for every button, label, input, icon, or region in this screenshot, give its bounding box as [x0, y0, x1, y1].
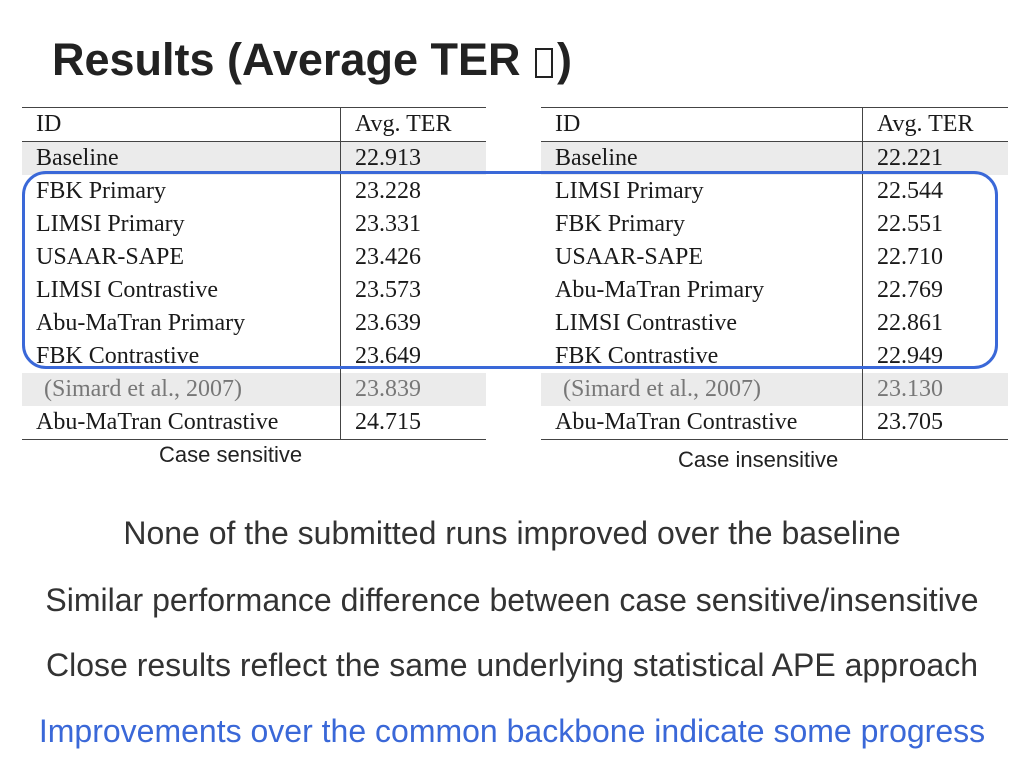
row-id: Baseline — [541, 141, 863, 175]
highlight-box — [22, 171, 998, 369]
case-sensitive-table: ID Avg. TER Baseline 22.913 FBK Primary … — [22, 107, 486, 440]
row-id: FBK Primary — [22, 175, 341, 208]
row-id: FBK Primary — [541, 208, 863, 241]
slide-title-close: ) — [556, 34, 572, 85]
row-id: Abu-MaTran Primary — [22, 307, 341, 340]
table-row: USAAR-SAPE 22.710 — [541, 241, 1008, 274]
row-id: Abu-MaTran Contrastive — [22, 406, 341, 440]
caption-case-sensitive: Case sensitive — [159, 442, 303, 467]
row-value: 22.710 — [877, 244, 943, 270]
table-row-reference: (Simard et al., 2007) 23.130 — [541, 373, 1008, 406]
slide-title-text: Results (Average TER — [52, 34, 533, 85]
table-row-baseline: Baseline 22.221 — [541, 141, 1008, 175]
row-value: 23.573 — [355, 277, 421, 303]
table-row: USAAR-SAPE 23.426 — [22, 241, 486, 274]
row-value: 22.769 — [877, 277, 943, 303]
table-row-baseline: Baseline 22.913 — [22, 141, 486, 175]
bullet-line-highlight: Improvements over the common backbone in… — [38, 713, 986, 749]
row-value: 22.913 — [340, 141, 486, 175]
table-row: LIMSI Primary 22.544 — [541, 175, 1008, 208]
column-header-avg-ter: Avg. TER — [862, 107, 1008, 142]
column-header-avg-ter: Avg. TER — [340, 107, 486, 142]
table-row: Abu-MaTran Primary 23.639 — [22, 307, 486, 340]
row-value: 22.949 — [877, 343, 943, 369]
table-row: Abu-MaTran Contrastive 23.705 — [541, 406, 1008, 440]
row-value: 23.839 — [340, 373, 486, 406]
row-id: LIMSI Contrastive — [541, 307, 863, 340]
row-id: LIMSI Primary — [541, 175, 863, 208]
row-id: (Simard et al., 2007) — [22, 373, 341, 406]
table-row: FBK Primary 23.228 — [22, 175, 486, 208]
row-value: 22.221 — [862, 141, 1008, 175]
row-id: Abu-MaTran Primary — [541, 274, 863, 307]
row-id: Baseline — [22, 141, 341, 175]
row-value: 22.544 — [877, 178, 943, 204]
row-value: 24.715 — [340, 406, 486, 440]
row-id: LIMSI Primary — [22, 208, 341, 241]
row-value: 23.705 — [862, 406, 1008, 440]
row-value: 22.551 — [877, 211, 943, 237]
row-id: USAAR-SAPE — [541, 241, 863, 274]
table-row-reference: (Simard et al., 2007) 23.839 — [22, 373, 486, 406]
column-header-id: ID — [22, 107, 341, 142]
row-id: (Simard et al., 2007) — [541, 373, 863, 406]
table-row: Abu-MaTran Contrastive 24.715 — [22, 406, 486, 440]
row-value: 23.331 — [355, 211, 421, 237]
table-row: LIMSI Contrastive 23.573 — [22, 274, 486, 307]
row-value: 23.639 — [355, 310, 421, 336]
bullet-line: None of the submitted runs improved over… — [123, 515, 901, 551]
missing-glyph-icon — [534, 48, 553, 78]
bullet-line: Similar performance difference between c… — [45, 582, 979, 618]
table-row: Abu-MaTran Primary 22.769 — [541, 274, 1008, 307]
row-value: 23.228 — [355, 178, 421, 204]
caption-case-insensitive: Case insensitive — [678, 447, 839, 472]
table-row: LIMSI Contrastive 22.861 — [541, 307, 1008, 340]
table-row: FBK Primary 22.551 — [541, 208, 1008, 241]
row-id: LIMSI Contrastive — [22, 274, 341, 307]
table-header-row: ID Avg. TER — [541, 107, 1008, 142]
row-id: USAAR-SAPE — [22, 241, 341, 274]
table-header-row: ID Avg. TER — [22, 107, 486, 142]
row-value: 23.130 — [862, 373, 1008, 406]
row-id: Abu-MaTran Contrastive — [541, 406, 863, 440]
bullet-line: Close results reflect the same underlyin… — [45, 647, 978, 683]
table-row: LIMSI Primary 23.331 — [22, 208, 486, 241]
column-header-id: ID — [541, 107, 863, 142]
row-value: 23.649 — [355, 343, 421, 369]
case-insensitive-table: ID Avg. TER Baseline 22.221 LIMSI Primar… — [541, 107, 1008, 440]
slide-title: Results (Average TER ) — [52, 34, 572, 86]
row-value: 22.861 — [877, 310, 943, 336]
row-value: 23.426 — [355, 244, 421, 270]
